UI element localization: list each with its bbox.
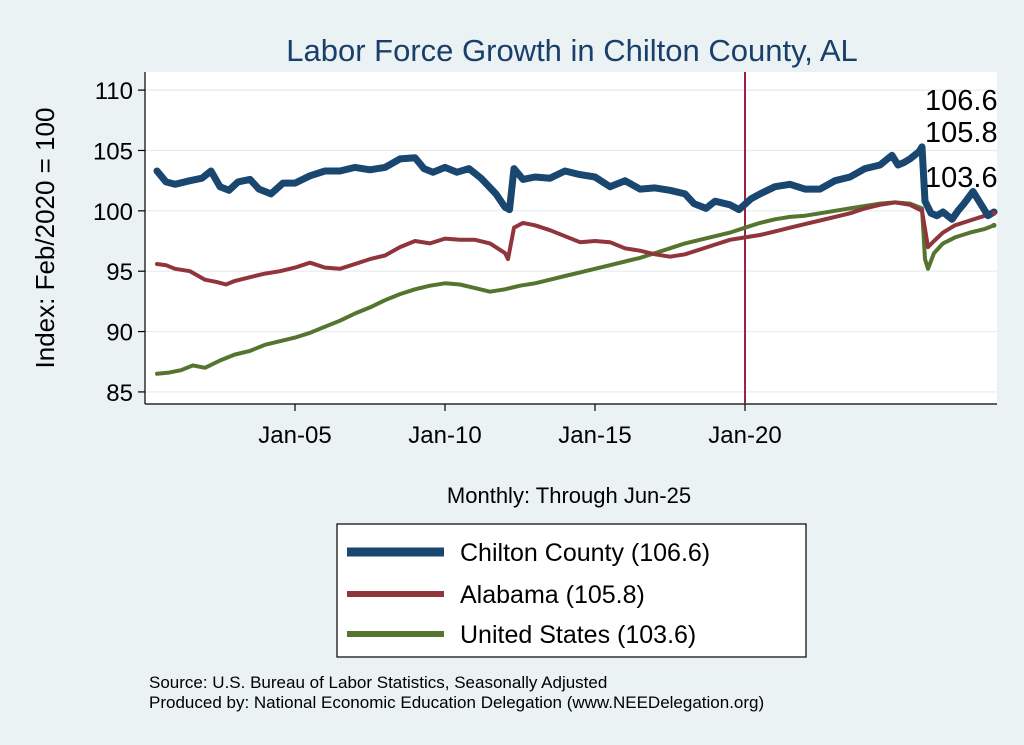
- legend-items: Chilton County (106.6) Alabama (105.8) Uni…: [347, 539, 710, 649]
- x-axis-title: Monthly: Through Jun-25: [447, 483, 691, 508]
- end-value-label: 106.6: [925, 85, 998, 117]
- series-line-alabama: [155, 200, 996, 287]
- end-value-label: 103.6: [925, 162, 998, 194]
- y-tick-label: 95: [106, 259, 133, 286]
- producer-note: Produced by: National Economic Education…: [149, 693, 765, 712]
- source-note: Source: U.S. Bureau of Labor Statistics,…: [149, 673, 608, 692]
- x-tick-label: Jan-20: [708, 422, 781, 449]
- series-line-chilton-county: [153, 143, 998, 223]
- x-axis: Jan-05 Jan-10 Jan-15 Jan-20: [145, 403, 997, 449]
- y-tick-label: 110: [95, 78, 133, 105]
- chart-title: Labor Force Growth in Chilton County, AL: [286, 33, 858, 68]
- y-tick-label: 105: [93, 138, 133, 165]
- y-axis: 85 90 95 100 105 110: [93, 72, 146, 407]
- x-tick-label: Jan-15: [558, 422, 631, 449]
- y-axis-title: Index: Feb/2020 = 100: [30, 108, 60, 369]
- y-tick-label: 85: [106, 380, 133, 407]
- x-tick-label: Jan-05: [258, 422, 331, 449]
- legend-label: Chilton County (106.6): [460, 539, 710, 567]
- legend-label: United States (103.6): [460, 621, 696, 649]
- series-end-point: [991, 222, 997, 228]
- series-end-point: [991, 210, 997, 216]
- series-group: [153, 143, 998, 376]
- x-tick-label: Jan-10: [408, 422, 481, 449]
- y-tick-label: 90: [106, 320, 133, 347]
- end-value-label: 105.8: [925, 117, 998, 149]
- y-tick-label: 100: [93, 199, 133, 226]
- legend-label: Alabama (105.8): [460, 581, 645, 609]
